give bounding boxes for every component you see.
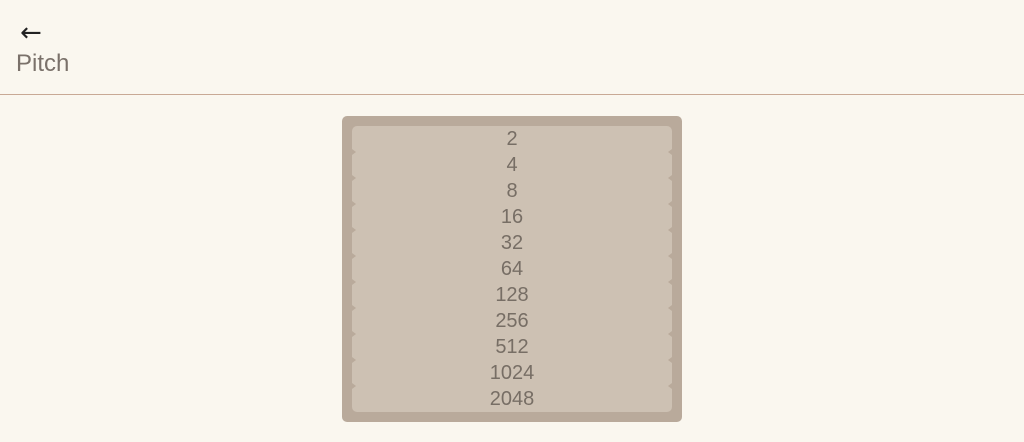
back-arrow-icon[interactable]: ← (20, 18, 42, 48)
page-title: Pitch (16, 50, 70, 77)
tile-item[interactable]: 1024 (352, 360, 672, 389)
tile-item[interactable]: 2 (352, 126, 672, 155)
header-bar: ← Pitch (0, 0, 1024, 95)
tile-item[interactable]: 256 (352, 308, 672, 337)
tile-board: 2 4 8 16 32 64 128 256 512 1024 2048 (342, 116, 682, 422)
tile-item[interactable]: 32 (352, 230, 672, 259)
tile-item[interactable]: 64 (352, 256, 672, 285)
tile-item[interactable]: 8 (352, 178, 672, 207)
tile-item[interactable]: 2048 (489, 388, 535, 410)
tile-item[interactable]: 4 (352, 152, 672, 181)
tile-item[interactable]: 16 (352, 204, 672, 233)
tile-list: 2 4 8 16 32 64 128 256 512 1024 2048 (352, 126, 672, 412)
tile-item[interactable]: 512 (352, 334, 672, 363)
tile-item[interactable]: 128 (352, 282, 672, 311)
